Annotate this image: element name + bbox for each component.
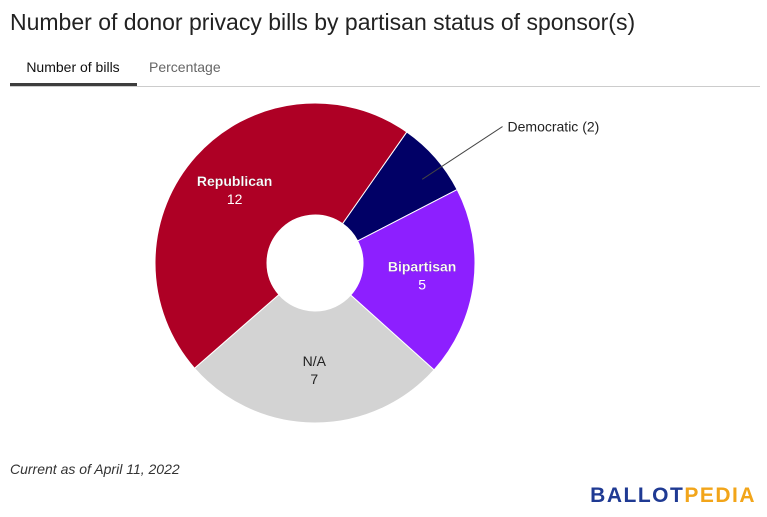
value-n-a: 7 <box>310 371 318 387</box>
label-democratic: Democratic (2) <box>508 119 600 135</box>
ballotpedia-logo: BALLOTPEDIA <box>590 484 756 508</box>
leader-line-democratic <box>421 126 503 180</box>
tab-percentage[interactable]: Percentage <box>149 59 221 75</box>
chart-title: Number of donor privacy bills by partisa… <box>10 9 636 35</box>
slice-n-a[interactable] <box>193 293 435 424</box>
logo-part-pedia: PEDIA <box>684 484 756 507</box>
active-tab-indicator <box>10 83 137 86</box>
tab-bar: Number of bills Percentage <box>10 50 760 87</box>
label-n-a: N/A <box>303 353 327 369</box>
value-republican: 12 <box>227 191 243 207</box>
footnote: Current as of April 11, 2022 <box>10 461 180 477</box>
label-bipartisan: Bipartisan <box>388 259 456 275</box>
slice-bipartisan[interactable] <box>350 188 476 371</box>
logo-part-ballot: BALLOT <box>590 484 685 507</box>
value-bipartisan: 5 <box>418 277 426 293</box>
label-republican: Republican <box>197 173 272 189</box>
slice-republican[interactable] <box>154 102 408 369</box>
tab-number-of-bills[interactable]: Number of bills <box>26 59 120 75</box>
